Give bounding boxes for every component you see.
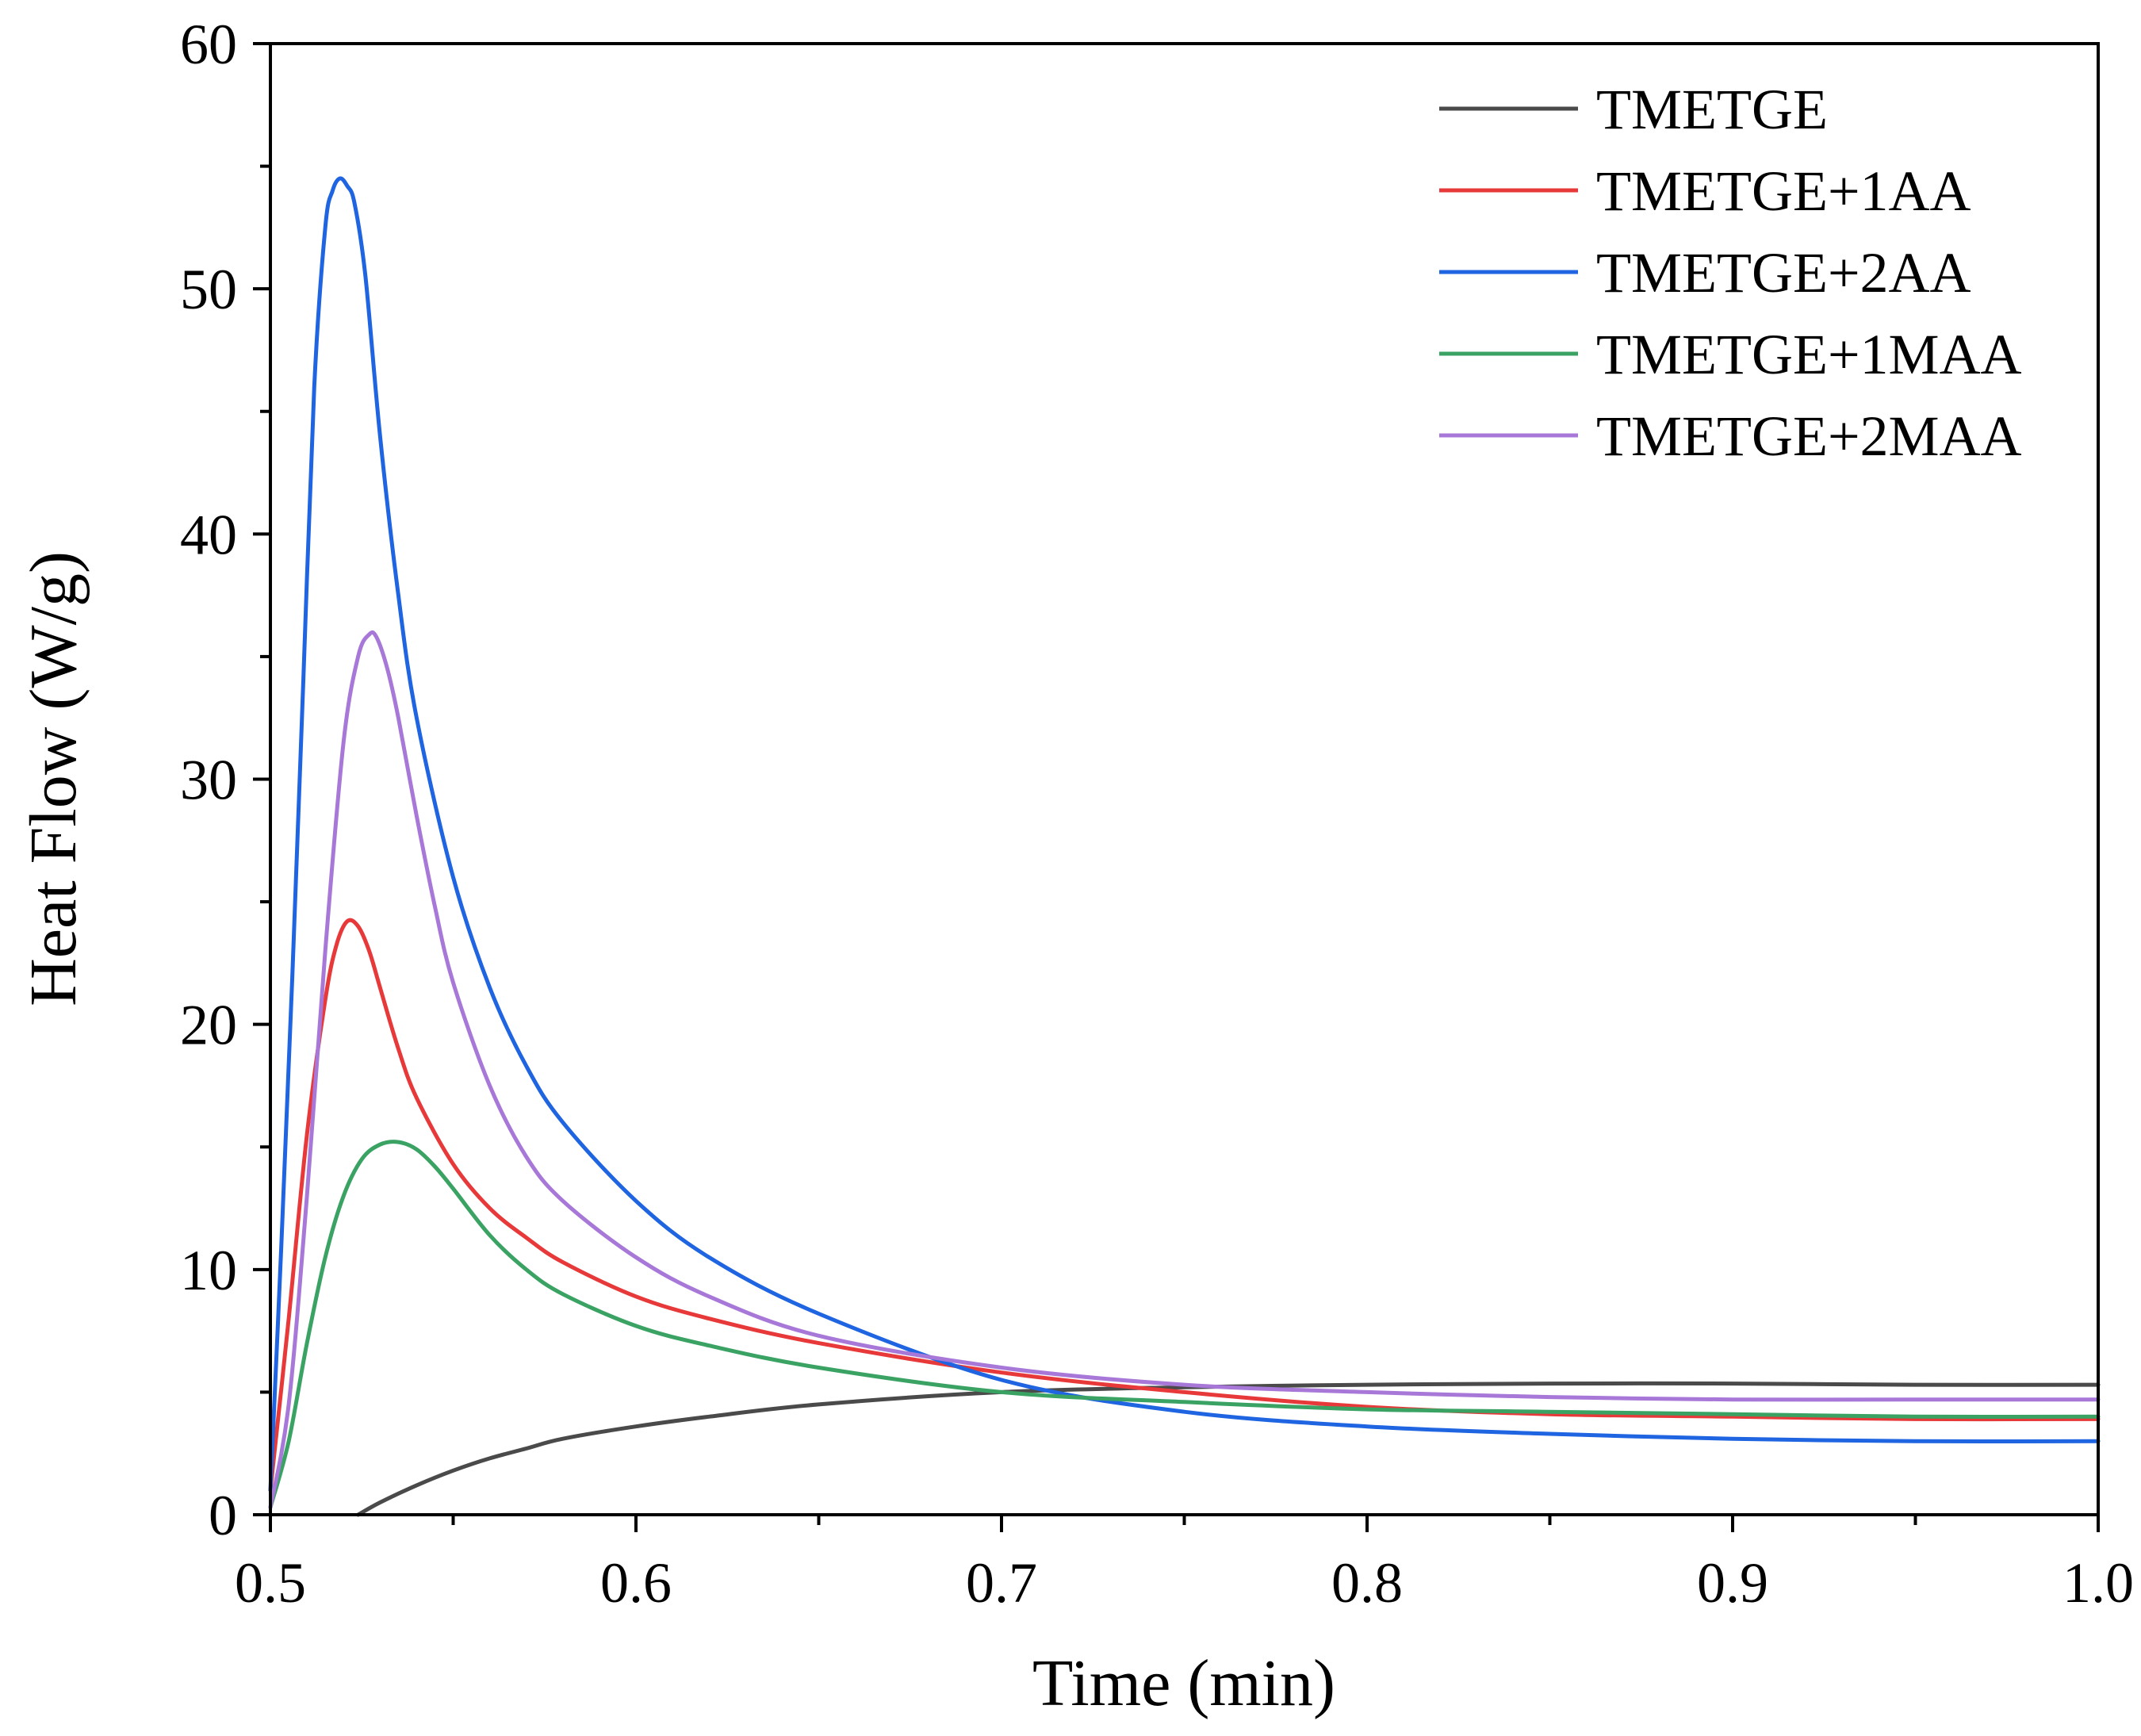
series-layer [268, 176, 2101, 1517]
legend-label: TMETGE+2MAA [1596, 404, 2022, 468]
x-tick-label: 0.5 [235, 1551, 306, 1615]
x-axis-title: Time (min) [1032, 1646, 1335, 1720]
y-axis-title: Heat Flow (W/g) [17, 551, 90, 1006]
x-axis: 0.5 0.6 0.7 0.8 0.9 1.0 [235, 1515, 2134, 1615]
series-line-5 [268, 630, 2101, 1510]
y-tick-label: 20 [180, 994, 237, 1057]
legend-label: TMETGE+1MAA [1596, 323, 2022, 386]
x-tick-label: 0.8 [1331, 1551, 1403, 1615]
x-tick-label: 0.7 [966, 1551, 1037, 1615]
legend: TMETGE TMETGE+1AA TMETGE+2AA TMETGE+1MAA TME… [1439, 78, 2022, 468]
x-tick-label: 1.0 [2062, 1551, 2134, 1615]
y-tick-label: 40 [180, 503, 237, 566]
series-line-4 [268, 1140, 2101, 1510]
y-tick-label: 30 [180, 749, 237, 812]
legend-label: TMETGE+1AA [1596, 159, 1971, 223]
y-tick-label: 10 [180, 1239, 237, 1302]
y-tick-label: 60 [180, 13, 237, 76]
series-line-3 [268, 176, 2101, 1493]
series-line-1 [356, 1381, 2101, 1517]
y-tick-label: 50 [180, 258, 237, 321]
legend-label: TMETGE [1596, 78, 1828, 141]
x-tick-label: 0.6 [600, 1551, 672, 1615]
y-tick-label: 0 [209, 1484, 237, 1547]
x-tick-label: 0.9 [1697, 1551, 1768, 1615]
legend-label: TMETGE+2AA [1596, 241, 1971, 305]
series-line-2 [268, 918, 2101, 1493]
y-axis: 0 10 20 30 40 50 60 [180, 13, 270, 1547]
